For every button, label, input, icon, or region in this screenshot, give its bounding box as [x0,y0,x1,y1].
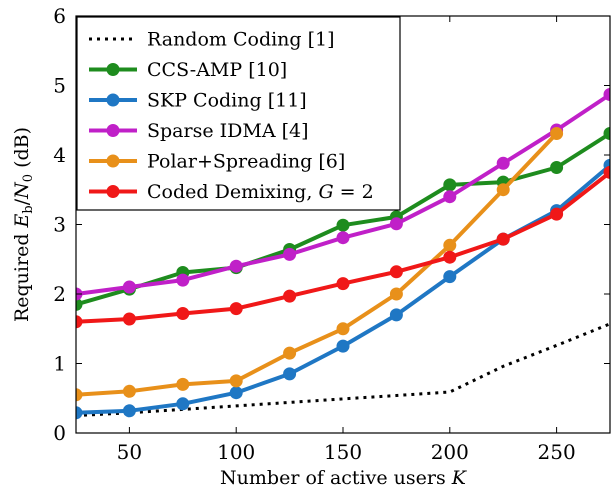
series-2-point [603,127,610,140]
series-3-point [389,308,403,322]
series-2-point [76,297,83,311]
series-5-point [443,238,457,252]
legend-label: Coded Demixing, G = 2 [147,181,374,203]
series-5-point [76,388,83,402]
x-tick-label: 50 [117,440,142,464]
legend-label: Random Coding [1] [147,29,335,51]
series-5 [76,127,564,402]
series-2-point [336,218,350,232]
series-5-point [176,377,190,391]
legend: Random Coding [1] CCS-AMP [10] SKP Coding … [76,16,401,211]
series-6-point [443,250,457,264]
y-tick-label: 5 [53,74,66,98]
legend-swatch-marker [106,63,120,76]
series-3-point [76,406,83,420]
legend-entry-3: SKP Coding [11] [89,90,307,112]
legend-label: Polar+Spreading [6] [147,151,345,173]
series-6-point [229,302,243,316]
y-tick-label: 4 [53,143,66,167]
x-tick-label: 200 [431,440,469,464]
series-1-line [76,322,610,418]
legend-swatch-marker [106,93,120,107]
legend-label-text: Polar+Spreading [6] [147,151,345,173]
legend-box [76,16,401,211]
legend-label-text: CCS-AMP [10] [147,59,287,81]
legend-entry-6: Coded Demixing, G = 2 [89,181,374,203]
series-3-point [176,397,190,411]
series-2-point [443,178,457,192]
series-4-point [176,273,190,287]
series-3-point [443,270,457,284]
series-6-point [122,312,136,326]
legend-label-text: Sparse IDMA [4] [147,120,309,142]
series-4-point [496,156,510,170]
legend-entry-1: Random Coding [1] [89,29,335,51]
series-6-point [496,232,510,246]
series-5-line [76,132,559,397]
series-5-point [389,287,403,301]
series-4-point [122,280,136,294]
series-4-point [229,259,243,273]
series-4-point [603,88,610,101]
x-tick-label: 100 [217,440,255,464]
legend-label-text: Coded Demixing, [147,181,318,203]
series-4-point [336,231,350,245]
series-6 [76,165,610,329]
legend-swatch-marker [106,124,120,137]
legend-entry-4: Sparse IDMA [4] [89,120,309,142]
series-6-point [389,265,403,279]
legend-label-text: Random Coding [1] [147,29,335,51]
series-2-point [550,161,564,174]
legend-entries: Random Coding [1] CCS-AMP [10] SKP Coding … [89,29,374,203]
y-axis-label: Required Eb/N0 (dB) [11,127,36,322]
series-3-point [122,404,136,418]
series-3-point [283,367,297,381]
legend-label: CCS-AMP [10] [147,59,287,81]
series-1 [76,322,610,418]
legend-swatch-marker [106,185,120,198]
y-tick-label: 3 [53,213,66,237]
series-3-point [229,386,243,400]
series-4-point [283,247,297,261]
series-6-point [336,277,350,291]
series-5-point [550,127,564,140]
series-6-point [176,307,190,320]
series-5-point [283,346,297,360]
legend-label-suffix: = 2 [334,181,374,203]
x-tick-label: 250 [538,440,576,464]
series-5-point [229,374,243,388]
series-5-point [336,322,350,336]
legend-label: SKP Coding [11] [147,90,307,112]
legend-entry-2: CCS-AMP [10] [89,59,287,81]
y-tick-label: 1 [53,352,66,376]
series-6-point [76,315,83,329]
legend-swatch-marker [106,154,120,168]
series-6-point [603,165,610,179]
plot-area [76,88,610,420]
x-axis-label: Number of active users K [220,467,468,489]
y-tick-label: 2 [53,282,66,306]
y-tick-label: 6 [53,4,66,28]
series-5-point [496,183,510,197]
legend-label: Sparse IDMA [4] [147,120,309,142]
y-tick-label: 0 [53,421,66,445]
x-tick-label: 150 [324,440,362,464]
legend-label-math: G [318,181,333,203]
series-6-point [283,289,297,303]
series-6-point [550,207,564,221]
series-3-point [336,339,350,353]
ticks: 50 100 150 200 250 0 1 2 3 4 5 6 [53,4,610,464]
legend-label-text: SKP Coding [11] [147,90,307,112]
series-4-point [389,217,403,231]
legend-entry-5: Polar+Spreading [6] [89,151,345,173]
series-4-point [443,190,457,204]
series-5-point [122,384,136,398]
